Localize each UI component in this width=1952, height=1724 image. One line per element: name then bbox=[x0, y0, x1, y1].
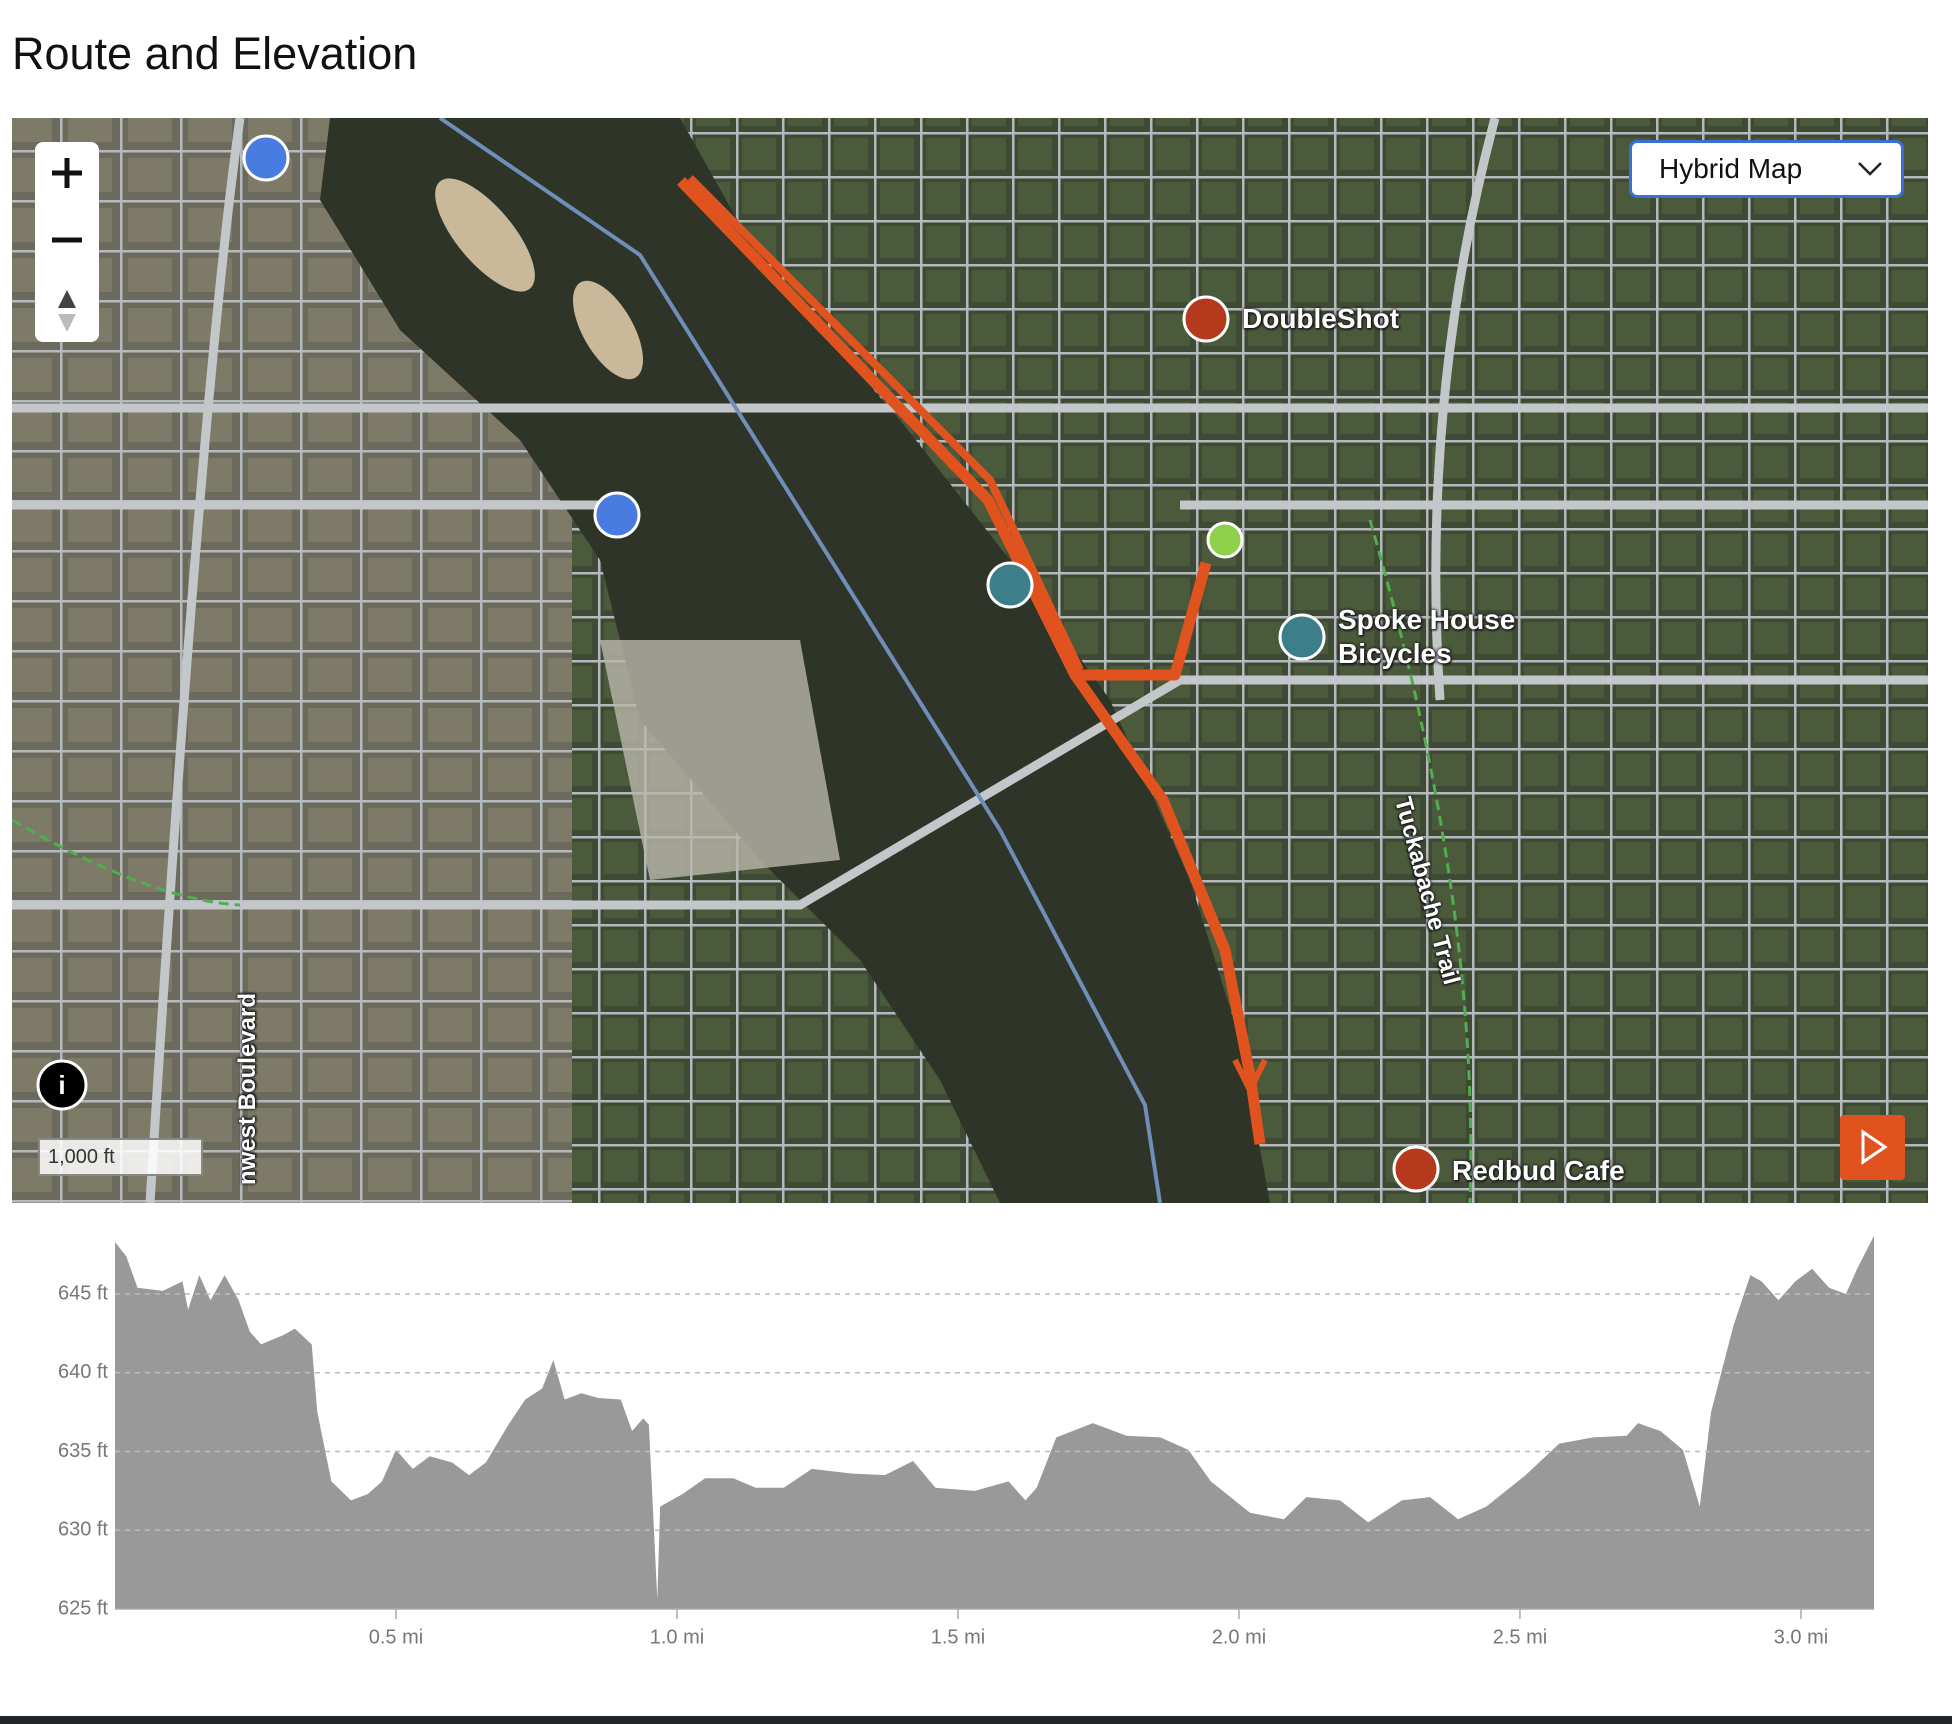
play-button[interactable] bbox=[1840, 1115, 1905, 1180]
compass[interactable] bbox=[58, 290, 76, 308]
x-tick-label: 1.0 mi bbox=[650, 1626, 704, 1648]
x-tick-label: 0.5 mi bbox=[369, 1626, 423, 1648]
info-button[interactable]: i bbox=[36, 1059, 88, 1111]
y-tick-label: 635 ft bbox=[58, 1440, 108, 1462]
map[interactable] bbox=[12, 118, 1928, 1203]
zoom-in[interactable] bbox=[52, 158, 82, 188]
elevation-area bbox=[115, 1235, 1874, 1609]
map-scale: 1,000 ft bbox=[38, 1138, 203, 1176]
svg-text:i: i bbox=[58, 1070, 65, 1100]
elevation-chart: 625 ft 630 ft 635 ft 640 ft 645 ft 0.5 mi 1.0 … bbox=[58, 1235, 1874, 1648]
y-tick-label: 640 ft bbox=[58, 1361, 108, 1383]
place-label[interactable]: Spoke House Bicycles bbox=[1338, 604, 1516, 669]
map-type-select[interactable]: Hybrid Map bbox=[1629, 140, 1904, 198]
y-tick-label: 625 ft bbox=[58, 1597, 108, 1619]
y-tick-label: 630 ft bbox=[58, 1519, 108, 1541]
map-marker[interactable] bbox=[242, 134, 1440, 1193]
x-tick-label: 2.5 mi bbox=[1493, 1626, 1547, 1648]
street-label: nwest Boulevard bbox=[234, 992, 262, 1186]
place-label[interactable]: DoubleShot bbox=[1242, 303, 1400, 334]
x-tick-label: 2.0 mi bbox=[1212, 1626, 1266, 1648]
page-title: Route and Elevation bbox=[12, 28, 418, 79]
place-label[interactable]: Redbud Cafe bbox=[1452, 1155, 1625, 1186]
map-type: Hybrid Map bbox=[1659, 153, 1803, 184]
y-tick-label: 645 ft bbox=[58, 1282, 108, 1304]
x-tick-label: 1.5 mi bbox=[931, 1626, 985, 1648]
x-tick-label: 3.0 mi bbox=[1774, 1626, 1828, 1648]
zoom-controls bbox=[35, 142, 99, 342]
dropdown-arrow bbox=[1858, 162, 1882, 176]
